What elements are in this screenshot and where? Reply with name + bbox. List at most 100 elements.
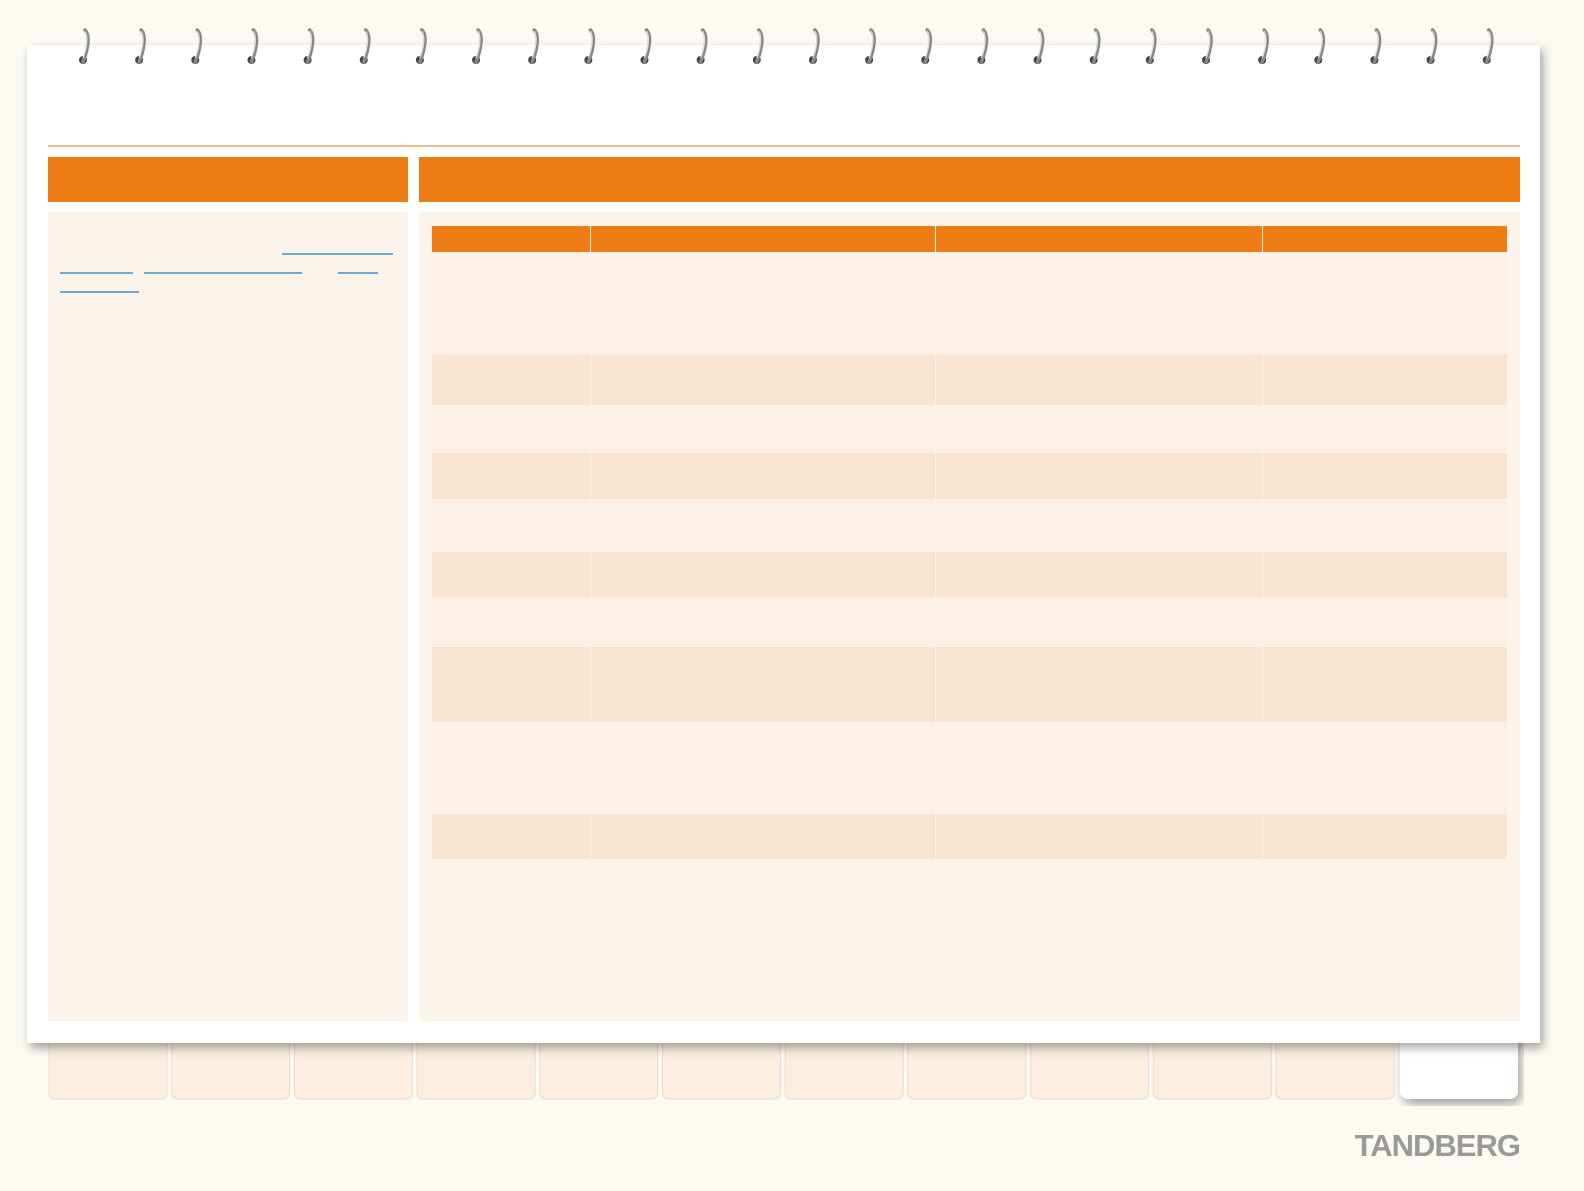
ring xyxy=(81,28,90,64)
link-list xyxy=(60,253,393,293)
ring-shine xyxy=(980,30,986,59)
table-cell xyxy=(591,647,935,722)
table-cell xyxy=(1263,453,1507,499)
table-cell xyxy=(936,253,1262,353)
header-cell xyxy=(936,226,1262,252)
ring-shine xyxy=(82,30,88,59)
ring xyxy=(474,28,483,64)
ring-shine xyxy=(1430,30,1436,59)
right-header-bar xyxy=(419,157,1520,202)
left-panel xyxy=(48,212,408,1021)
table-cell xyxy=(1263,647,1507,722)
table-cell xyxy=(591,406,935,452)
table-cell xyxy=(432,814,590,859)
ring xyxy=(923,28,933,64)
table-cell xyxy=(432,253,590,353)
ring xyxy=(698,28,708,64)
left-header-bar xyxy=(48,157,408,202)
table-cell xyxy=(1263,354,1507,405)
table-cell xyxy=(1263,552,1507,598)
ring xyxy=(193,28,203,64)
header-cell xyxy=(432,226,590,252)
table-cell xyxy=(432,453,590,499)
table-cell xyxy=(591,552,935,598)
ring xyxy=(586,28,596,64)
ring-shine xyxy=(700,30,706,59)
table-cell xyxy=(432,406,590,452)
ring-shine xyxy=(1093,30,1099,59)
table-cell xyxy=(591,599,935,646)
ring-shine xyxy=(587,30,593,59)
ring-shine xyxy=(1205,30,1211,59)
ring xyxy=(979,28,989,64)
ring xyxy=(249,28,259,64)
ring-shine xyxy=(1261,30,1267,59)
ring-shine xyxy=(363,30,369,59)
ring xyxy=(1091,28,1101,64)
table-cell xyxy=(591,354,935,405)
table-cell xyxy=(936,406,1262,452)
table-cell xyxy=(591,453,935,499)
table-cell xyxy=(432,354,590,405)
ring-shine xyxy=(419,30,425,59)
ring xyxy=(1035,28,1045,64)
table-cell xyxy=(936,647,1262,722)
table-cell xyxy=(936,453,1262,499)
table-cell xyxy=(432,552,590,598)
ring xyxy=(1260,28,1269,64)
table-cell xyxy=(432,647,590,722)
ring xyxy=(362,28,371,64)
table-cell xyxy=(591,723,935,813)
ring-shine xyxy=(1373,30,1379,59)
ring xyxy=(305,28,315,64)
header-cell xyxy=(1263,226,1507,252)
table-cell xyxy=(936,500,1262,551)
table-cell xyxy=(591,253,935,353)
ring-shine xyxy=(1149,30,1155,59)
ring xyxy=(1372,28,1382,64)
ring-shine xyxy=(475,30,481,59)
ring xyxy=(418,28,427,64)
table-cell xyxy=(1263,253,1507,353)
ring-shine xyxy=(643,30,650,59)
table-cell xyxy=(432,599,590,646)
ring xyxy=(811,28,820,64)
table-cell xyxy=(936,552,1262,598)
ring xyxy=(1428,28,1438,64)
header-cell xyxy=(591,226,935,252)
table-cell xyxy=(936,599,1262,646)
table-cell xyxy=(1263,500,1507,551)
tab-active[interactable] xyxy=(1400,1030,1518,1099)
table-cell xyxy=(1263,599,1507,646)
ring xyxy=(530,28,540,64)
ring xyxy=(137,28,146,64)
logo: TANDBERG xyxy=(1355,1128,1520,1163)
ring-shine xyxy=(194,30,200,59)
ring-shine xyxy=(756,30,762,59)
ring-shine xyxy=(250,30,256,59)
ring-shine xyxy=(924,30,930,59)
table-cell xyxy=(936,723,1262,813)
tab-bar xyxy=(48,1029,1518,1100)
table-cell xyxy=(432,500,590,551)
ring-shine xyxy=(812,30,818,59)
table-cell xyxy=(936,814,1262,859)
ring-shine xyxy=(1486,30,1492,59)
ring xyxy=(1204,28,1213,64)
table-cell xyxy=(936,354,1262,405)
ring xyxy=(867,28,876,64)
ring xyxy=(755,28,764,64)
table xyxy=(432,226,1507,859)
ring-shine xyxy=(1317,30,1323,59)
ring-shine xyxy=(531,30,537,59)
ring-shine xyxy=(138,30,144,59)
ring xyxy=(1485,28,1494,64)
ring xyxy=(642,28,652,64)
table-cell xyxy=(1263,723,1507,813)
table-cell xyxy=(1263,406,1507,452)
spiral-binding xyxy=(79,28,1494,64)
table-cell xyxy=(1263,814,1507,859)
ring-shine xyxy=(1036,30,1043,59)
